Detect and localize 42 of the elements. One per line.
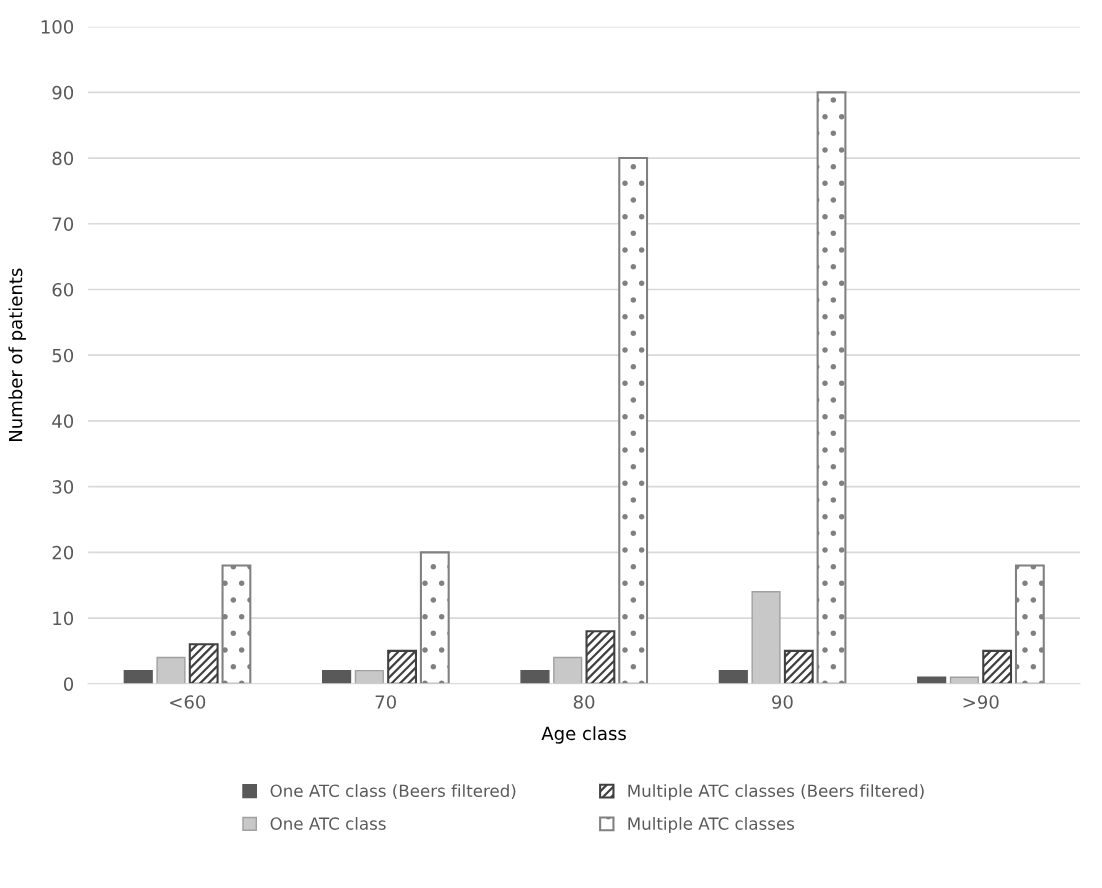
y-tick-label: 80 bbox=[52, 151, 74, 166]
bar bbox=[221, 564, 252, 684]
y-tick-label: 50 bbox=[52, 348, 74, 363]
bar bbox=[520, 669, 550, 684]
x-tick-label: <60 bbox=[170, 695, 206, 709]
bar bbox=[1014, 564, 1045, 684]
bar bbox=[354, 669, 384, 684]
y-tick-label: 10 bbox=[53, 611, 74, 626]
bar bbox=[917, 676, 947, 684]
bar bbox=[387, 649, 417, 684]
bar bbox=[419, 551, 450, 684]
x-tick-label: 70 bbox=[375, 695, 396, 709]
y-tick-label: 70 bbox=[52, 217, 74, 231]
bar bbox=[618, 157, 649, 684]
bar bbox=[156, 656, 186, 684]
y-tick-label: 0 bbox=[63, 677, 74, 691]
x-tick-label: 90 bbox=[772, 695, 793, 709]
bar bbox=[718, 669, 748, 684]
y-tick-label: 20 bbox=[52, 545, 74, 560]
bar bbox=[816, 91, 847, 684]
x-tick-label: 80 bbox=[573, 695, 595, 709]
legend-label: One ATC class bbox=[270, 816, 386, 830]
bar bbox=[982, 649, 1013, 684]
bar bbox=[751, 591, 781, 684]
legend-label: Multiple ATC classes bbox=[628, 816, 795, 834]
bar bbox=[188, 643, 219, 684]
bar bbox=[123, 669, 153, 684]
y-tick-label: 60 bbox=[52, 282, 74, 297]
bar bbox=[322, 669, 352, 684]
y-tick-label: 90 bbox=[52, 85, 74, 100]
y-axis-title: Number of patients bbox=[8, 268, 26, 441]
bar bbox=[553, 656, 583, 684]
x-axis-title: Age class bbox=[541, 726, 626, 744]
x-tick-label: >90 bbox=[963, 695, 999, 709]
legend-label: One ATC class (Beers filtered) bbox=[270, 784, 516, 800]
y-tick-label: 30 bbox=[52, 480, 74, 494]
bar bbox=[783, 649, 814, 684]
y-tick-label: 40 bbox=[52, 414, 74, 429]
legend-label: Multiple ATC classes (Beers filtered) bbox=[628, 784, 924, 801]
y-tick-label: 100 bbox=[41, 20, 74, 34]
bar bbox=[585, 630, 616, 684]
bar bbox=[949, 676, 979, 684]
